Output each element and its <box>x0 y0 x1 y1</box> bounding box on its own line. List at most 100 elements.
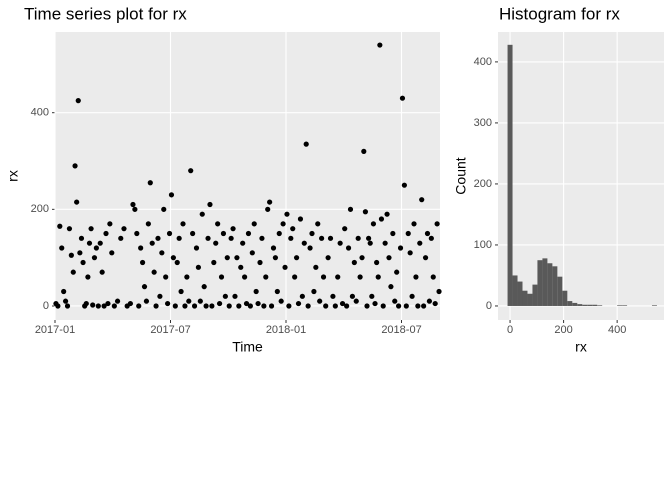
bar <box>651 305 657 306</box>
point <box>307 245 313 251</box>
point <box>309 230 315 237</box>
point <box>172 303 178 309</box>
point <box>215 221 221 227</box>
point <box>184 274 190 280</box>
y-tick-label: 400 <box>474 56 492 68</box>
point <box>265 206 271 212</box>
point <box>290 226 296 232</box>
point <box>170 255 176 261</box>
point <box>432 300 438 307</box>
point <box>396 303 402 309</box>
point <box>99 269 105 275</box>
point <box>182 303 188 309</box>
point <box>297 216 304 222</box>
point <box>390 230 396 237</box>
point <box>207 201 213 208</box>
point <box>407 250 413 256</box>
point <box>62 298 69 304</box>
point <box>201 284 207 290</box>
point <box>245 230 252 237</box>
point <box>149 240 155 246</box>
point <box>311 288 317 295</box>
point <box>222 293 228 299</box>
point <box>394 269 400 275</box>
point <box>165 300 171 307</box>
point <box>191 303 198 309</box>
x-tick-label: 400 <box>608 324 626 336</box>
point <box>203 303 209 309</box>
point <box>93 245 99 251</box>
point <box>118 235 124 241</box>
point <box>421 303 427 309</box>
point <box>205 235 211 241</box>
point <box>66 226 73 232</box>
bar <box>567 301 573 306</box>
point <box>361 148 367 154</box>
point <box>413 274 419 280</box>
point <box>388 284 394 290</box>
point <box>370 221 377 227</box>
y-tick-label: 0 <box>486 300 492 312</box>
point <box>430 274 436 280</box>
point <box>174 259 180 266</box>
point <box>186 298 192 304</box>
point <box>143 298 150 304</box>
bar <box>517 281 523 306</box>
point <box>261 303 267 309</box>
point <box>369 293 375 299</box>
y-axis-title: Count <box>453 157 469 194</box>
point <box>168 192 175 198</box>
x-tick-label: 2017-01 <box>35 324 75 336</box>
point <box>139 259 146 266</box>
point <box>362 209 369 215</box>
point <box>268 303 275 309</box>
point <box>280 221 286 227</box>
point <box>147 180 153 186</box>
point <box>166 230 173 237</box>
point <box>259 235 265 241</box>
point <box>141 284 148 290</box>
point <box>190 230 196 237</box>
bar <box>562 290 568 306</box>
point <box>415 303 421 309</box>
point <box>107 221 113 227</box>
point <box>399 95 406 101</box>
point <box>263 274 269 280</box>
y-tick-label: 400 <box>31 107 49 119</box>
point <box>428 235 434 241</box>
point <box>315 221 321 227</box>
point <box>267 199 273 205</box>
point <box>193 245 200 251</box>
point <box>357 274 363 280</box>
point <box>377 42 383 48</box>
bar <box>597 305 603 306</box>
point <box>114 298 121 304</box>
point <box>243 300 250 307</box>
point <box>68 252 74 258</box>
point <box>159 250 165 256</box>
point <box>272 255 279 261</box>
x-tick-label: 0 <box>507 324 513 336</box>
point <box>111 303 117 309</box>
point <box>335 274 341 280</box>
point <box>138 245 144 251</box>
bar <box>512 275 518 306</box>
point <box>255 300 261 307</box>
point <box>342 226 348 232</box>
point <box>353 298 359 304</box>
point <box>274 288 280 295</box>
point <box>238 264 244 270</box>
point <box>330 293 336 299</box>
point <box>105 300 111 307</box>
point <box>349 293 356 299</box>
point <box>232 293 238 299</box>
point <box>319 235 325 241</box>
point <box>72 163 78 169</box>
point <box>345 245 352 251</box>
point <box>397 245 404 251</box>
point <box>161 206 167 212</box>
point <box>209 303 215 309</box>
panel-background <box>498 32 664 320</box>
point <box>253 288 259 295</box>
point <box>176 235 182 241</box>
